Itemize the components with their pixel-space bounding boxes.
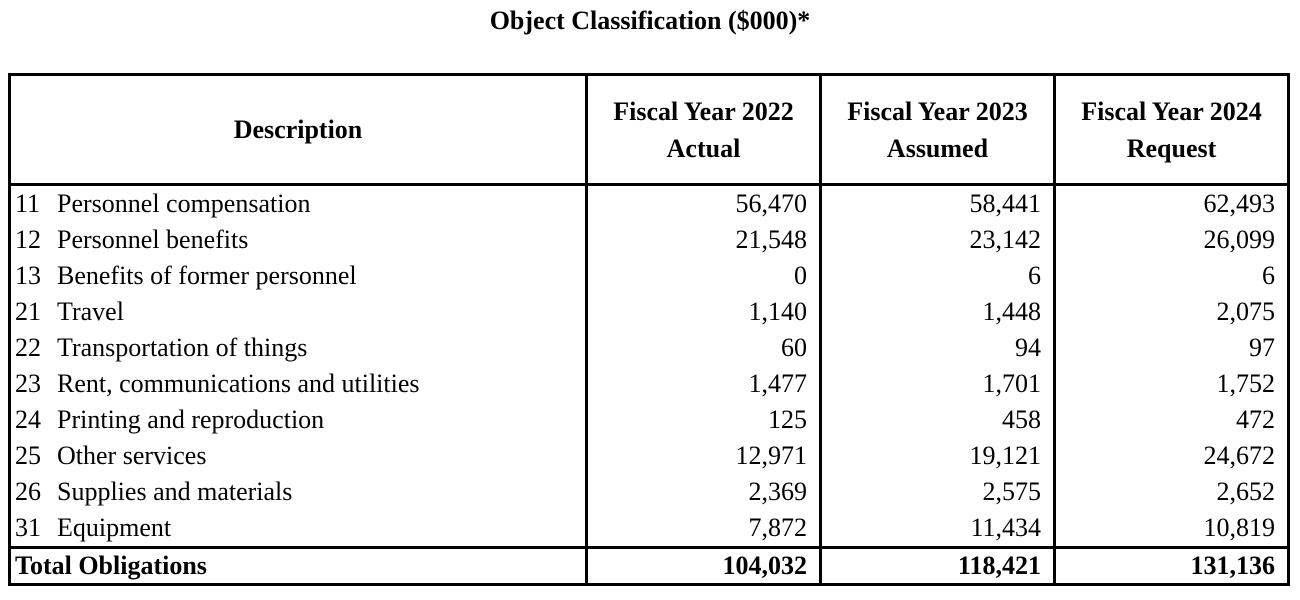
fy2024-value: 26,099 [1053, 222, 1289, 258]
object-code: 12 [15, 225, 41, 254]
fy2022-value: 1,140 [585, 294, 821, 330]
object-classification-table: Description Fiscal Year 2022 Actual Fisc… [8, 73, 1290, 586]
column-header-fy2022: Fiscal Year 2022 Actual [585, 74, 821, 186]
header-row: Description Fiscal Year 2022 Actual Fisc… [9, 74, 1289, 186]
fy2022-value: 60 [585, 330, 821, 366]
column-header-fy2023-year: Fiscal Year 2023 [847, 96, 1028, 126]
fy2022-value: 56,470 [585, 184, 821, 222]
object-code: 23 [15, 369, 41, 398]
row-description: 13 Benefits of former personnel [10, 258, 587, 294]
column-header-description-label: Description [233, 115, 363, 144]
fy2022-value: 7,872 [585, 510, 821, 548]
object-code: 31 [15, 513, 41, 542]
fy2023-value: 94 [819, 330, 1055, 366]
object-label: Equipment [57, 513, 172, 542]
fy2023-value: 11,434 [819, 510, 1055, 548]
object-label: Rent, communications and utilities [57, 369, 420, 398]
column-header-fy2024-status: Request [1126, 133, 1217, 163]
fy2024-value: 1,752 [1053, 366, 1289, 402]
object-code: 11 [15, 189, 41, 218]
column-header-fy2022-year: Fiscal Year 2022 [613, 96, 794, 126]
row-description: 25 Other services [10, 438, 587, 474]
object-label: Travel [57, 297, 124, 326]
object-label: Benefits of former personnel [57, 261, 357, 290]
total-label: Total Obligations [9, 546, 587, 585]
fy2022-value: 1,477 [585, 366, 821, 402]
total-row: Total Obligations 104,032 118,421 131,13… [9, 546, 1289, 585]
table-row: 12 Personnel benefits 21,548 23,142 26,09… [10, 222, 1289, 258]
table-row: 24 Printing and reproduction 125 458 472 [10, 402, 1289, 438]
fy2024-value: 24,672 [1053, 438, 1289, 474]
fy2023-value: 458 [819, 402, 1055, 438]
total-fy2023: 118,421 [819, 546, 1055, 585]
table-row: 26 Supplies and materials 2,369 2,575 2,6… [10, 474, 1289, 510]
table-row: 22 Transportation of things 60 94 97 [10, 330, 1289, 366]
object-label: Personnel compensation [57, 189, 311, 218]
table-row: 11 Personnel compensation 56,470 58,441 6… [10, 184, 1289, 223]
object-label: Printing and reproduction [57, 405, 325, 434]
column-header-description: Description [9, 74, 587, 186]
object-code: 13 [15, 261, 41, 290]
total-fy2022: 104,032 [585, 546, 821, 585]
table-row: 23 Rent, communications and utilities 1,4… [10, 366, 1289, 402]
table-header: Description Fiscal Year 2022 Actual Fisc… [9, 74, 1289, 186]
row-description: 21 Travel [10, 294, 587, 330]
table-row: 25 Other services 12,971 19,121 24,672 [10, 438, 1289, 474]
fy2023-value: 1,448 [819, 294, 1055, 330]
table-row: 31 Equipment 7,872 11,434 10,819 [10, 510, 1289, 548]
object-code: 26 [15, 477, 41, 506]
fy2023-value: 23,142 [819, 222, 1055, 258]
fy2024-value: 10,819 [1053, 510, 1289, 548]
table-row: 21 Travel 1,140 1,448 2,075 [10, 294, 1289, 330]
object-label: Personnel benefits [57, 225, 249, 254]
fy2023-value: 58,441 [819, 184, 1055, 222]
fy2022-value: 12,971 [585, 438, 821, 474]
fy2022-value: 0 [585, 258, 821, 294]
column-header-fy2024-year: Fiscal Year 2024 [1081, 96, 1262, 126]
row-description: 23 Rent, communications and utilities [10, 366, 587, 402]
row-description: 11 Personnel compensation [10, 185, 587, 223]
object-code: 24 [15, 405, 41, 434]
row-description: 22 Transportation of things [10, 330, 587, 366]
object-code: 25 [15, 441, 41, 470]
object-code: 21 [15, 297, 41, 326]
table-row: 13 Benefits of former personnel 0 6 6 [10, 258, 1289, 294]
fy2024-value: 6 [1053, 258, 1289, 294]
object-label: Other services [57, 441, 207, 470]
row-description: 26 Supplies and materials [10, 474, 587, 510]
column-header-fy2023: Fiscal Year 2023 Assumed [819, 74, 1055, 186]
fy2023-value: 6 [819, 258, 1055, 294]
fy2023-value: 19,121 [819, 438, 1055, 474]
object-label: Supplies and materials [57, 477, 293, 506]
fy2024-value: 2,652 [1053, 474, 1289, 510]
fy2022-value: 2,369 [585, 474, 821, 510]
column-header-fy2022-status: Actual [666, 133, 741, 163]
object-label: Transportation of things [57, 333, 308, 362]
fy2023-value: 2,575 [819, 474, 1055, 510]
page-title: Object Classification ($000)* [489, 6, 811, 35]
column-header-fy2023-status: Assumed [886, 133, 989, 163]
fy2024-value: 472 [1053, 402, 1289, 438]
column-header-fy2024: Fiscal Year 2024 Request [1053, 74, 1289, 186]
row-description: 24 Printing and reproduction [10, 402, 587, 438]
fy2022-value: 125 [585, 402, 821, 438]
total-fy2024: 131,136 [1053, 546, 1289, 585]
table-body: 11 Personnel compensation 56,470 58,441 6… [9, 184, 1289, 585]
row-description: 12 Personnel benefits [10, 222, 587, 258]
fy2024-value: 62,493 [1053, 184, 1289, 222]
object-code: 22 [15, 333, 41, 362]
fy2024-value: 97 [1053, 330, 1289, 366]
fy2024-value: 2,075 [1053, 294, 1289, 330]
fy2022-value: 21,548 [585, 222, 821, 258]
row-description: 31 Equipment [10, 510, 587, 548]
fy2023-value: 1,701 [819, 366, 1055, 402]
